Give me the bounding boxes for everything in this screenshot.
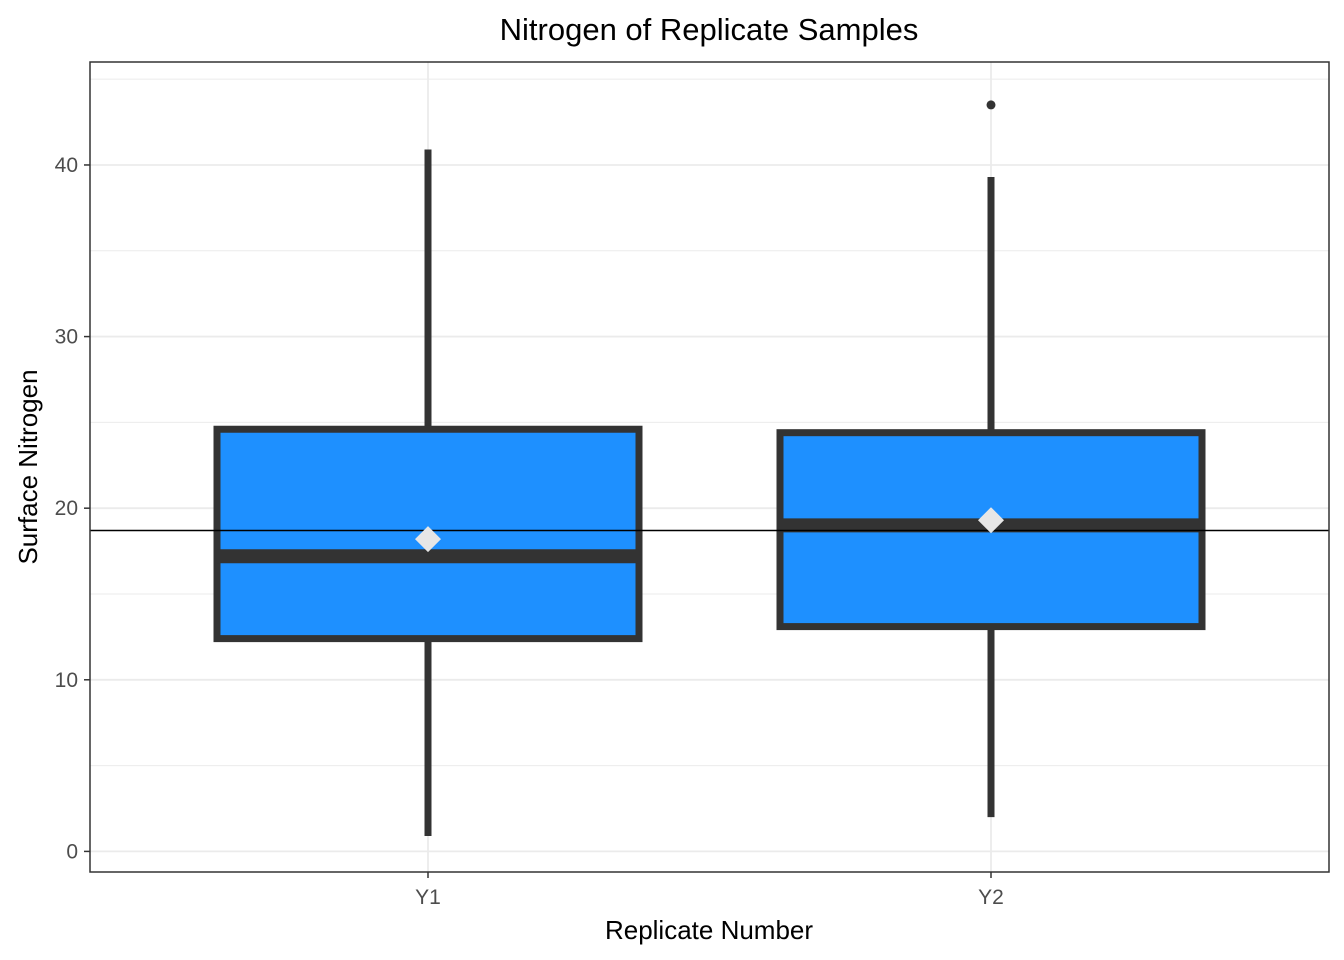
y-tick-label: 40 [55,154,78,177]
x-tick-label: Y1 [415,886,441,909]
x-tick-label: Y2 [978,886,1004,909]
chart-title: Nitrogen of Replicate Samples [500,12,919,47]
box-group-y2 [776,100,1206,818]
outlier-point [986,100,996,110]
panel-border [89,61,1330,873]
x-axis-title: Replicate Number [605,915,813,945]
y-tick-label: 20 [55,497,78,520]
y-axis-title: Surface Nitrogen [13,369,43,564]
box-group-y1 [213,149,643,836]
mean-marker [978,507,1004,534]
axes: 0 10 20 30 40 Y1 Y2 [55,154,1004,909]
y-tick-label: 30 [55,326,78,349]
mean-marker [415,526,441,553]
y-tick-label: 0 [66,840,78,863]
y-tick-label: 10 [55,669,78,692]
plot-area [90,100,1329,836]
